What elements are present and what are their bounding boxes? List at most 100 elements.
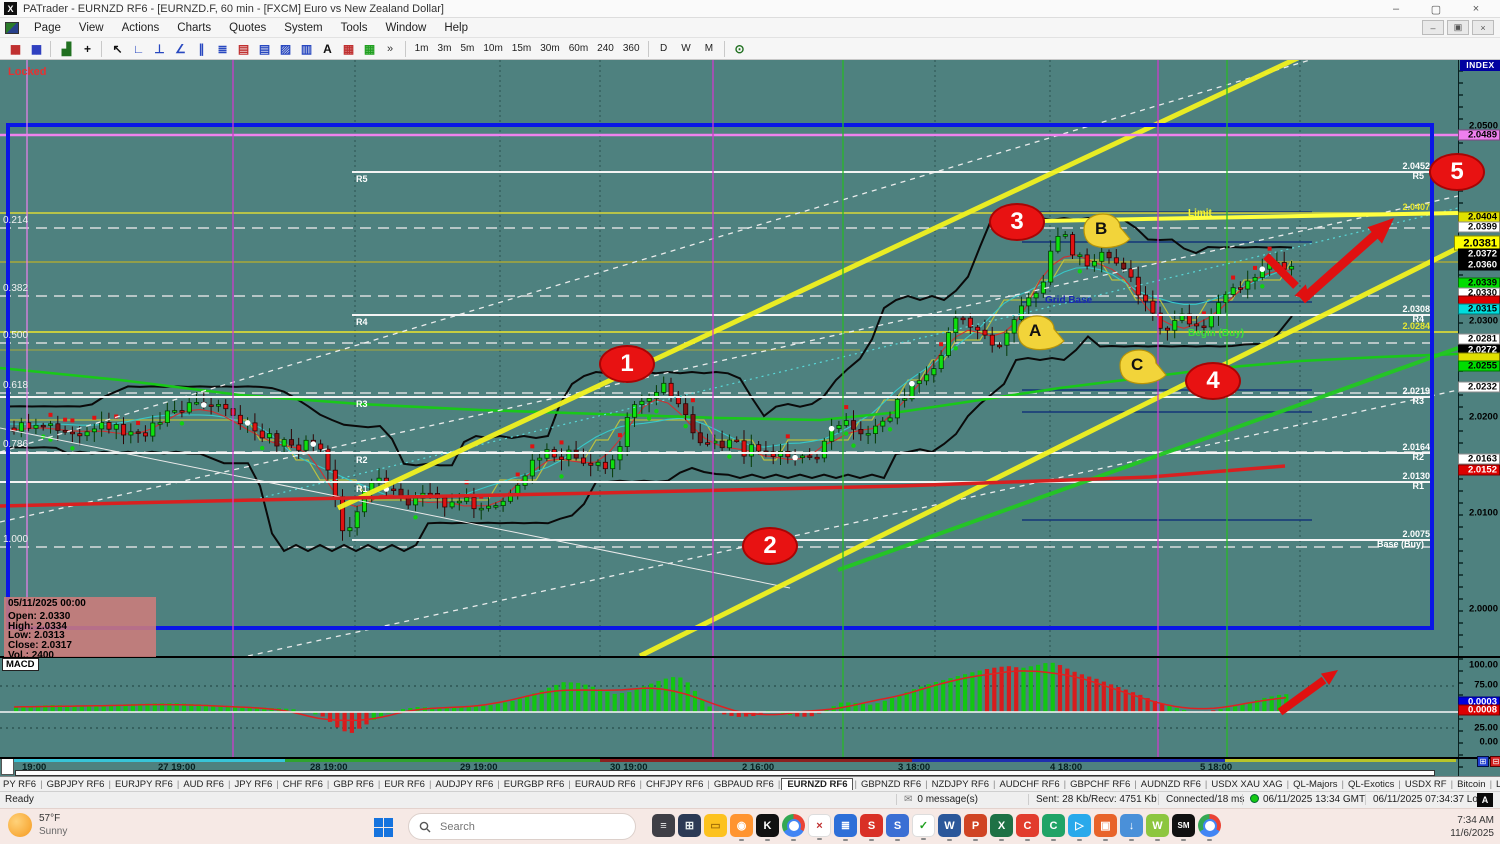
tab-bitcoin[interactable]: Bitcoin [1457, 778, 1486, 790]
tab-eurgbp-rf6[interactable]: EURGBP RF6 [503, 778, 565, 790]
taskbar-weather-widget[interactable]: 57°F Sunny [8, 812, 67, 838]
price-axis[interactable]: INDEX 2.0500 2.0489 2.0404 2.0399 2.0381 2.03… [1454, 60, 1500, 776]
taskbar-search[interactable] [408, 813, 636, 840]
timeframe-360-button[interactable]: 360 [622, 43, 640, 54]
hatch-tool-icon[interactable]: ▨ [279, 41, 291, 56]
timeframe-10m-button[interactable]: 10m [483, 43, 503, 54]
chart-type-icon[interactable]: ▟ [61, 41, 71, 56]
smr-app-icon[interactable]: SM [1172, 814, 1195, 841]
symbols-blue-icon[interactable]: ▮▮ [30, 41, 42, 56]
trendline-tool-icon[interactable]: ∠ [175, 41, 186, 56]
clock-icon[interactable]: ⊙ [734, 41, 745, 56]
timeframe-3m-button[interactable]: 3m [437, 43, 452, 54]
chart-region[interactable]: INDEX 2.0500 2.0489 2.0404 2.0399 2.0381 2.03… [0, 60, 1500, 776]
timeframe-5m-button[interactable]: 5m [460, 43, 475, 54]
taskbar-clock[interactable]: 7:34 AM 11/6/2025 [1450, 814, 1494, 840]
tab-ql-majors[interactable]: QL-Majors [1293, 778, 1338, 790]
telegram-icon[interactable]: ▷ [1068, 814, 1091, 841]
menu-page[interactable]: Page [34, 21, 61, 34]
avatar-orange-icon[interactable]: ◉ [730, 814, 753, 841]
toolbar-overflow-button[interactable]: » [387, 42, 394, 55]
fibonacci-tool-icon[interactable]: ≣ [217, 41, 227, 56]
period-m-button[interactable]: M [704, 43, 714, 54]
cut-app-icon[interactable]: × [808, 814, 831, 840]
powerpoint-app-icon[interactable]: P [964, 814, 987, 841]
status-app-icon[interactable]: A [1477, 793, 1493, 807]
minimize-button[interactable]: – [1392, 3, 1400, 15]
search-input[interactable] [438, 819, 598, 834]
zoom-in-button[interactable]: ⊞ [1477, 756, 1489, 767]
crosshair-icon[interactable]: + [83, 41, 91, 56]
calculator-icon[interactable]: ⊞ [678, 814, 701, 837]
tab-eurnzd-rf6[interactable]: EURNZD RF6 [781, 778, 854, 790]
grid-red-icon[interactable]: ▦ [342, 41, 354, 56]
tab-audchf-rf6[interactable]: AUDCHF RF6 [999, 778, 1060, 790]
tab-chfjpy-rf6[interactable]: CHFJPY RF6 [645, 778, 704, 790]
period-w-button[interactable]: W [681, 43, 691, 54]
tab-gbpaud-rf6[interactable]: GBPAUD RF6 [713, 778, 774, 790]
s-blue-app-icon[interactable]: S [886, 814, 909, 841]
pane-divider[interactable] [0, 656, 1500, 658]
chrome-icon[interactable] [782, 814, 805, 841]
child-close-button[interactable]: × [1472, 20, 1494, 35]
start-button[interactable] [372, 816, 394, 838]
close-button[interactable]: × [1472, 3, 1480, 15]
menu-charts[interactable]: Charts [177, 21, 212, 34]
tab-audjpy-rf6[interactable]: AUDJPY RF6 [435, 778, 494, 790]
crate-orange-icon[interactable]: ▣ [1094, 814, 1117, 841]
text-tool-icon[interactable]: A [323, 41, 332, 56]
hline-tool-icon[interactable]: ∟ [132, 41, 145, 56]
menu-tools[interactable]: Tools [340, 21, 368, 34]
maximize-button[interactable]: ▢ [1430, 3, 1442, 16]
timeframe-1m-button[interactable]: 1m [414, 43, 429, 54]
menu-system[interactable]: System [284, 21, 323, 34]
c-green-app-icon[interactable]: C [1042, 814, 1065, 841]
tab-usdx-xau-xag[interactable]: USDX XAU XAG [1211, 778, 1283, 790]
child-minimize-button[interactable]: – [1422, 20, 1444, 35]
s-red-app-icon[interactable]: S [860, 814, 883, 841]
tab-py-rf6[interactable]: PY RF6 [3, 778, 37, 790]
check-app-icon[interactable]: ✓ [912, 814, 935, 840]
tab-audnzd-rf6[interactable]: AUDNZD RF6 [1140, 778, 1201, 790]
period-d-button[interactable]: D [660, 43, 668, 54]
menu-view[interactable]: View [78, 21, 104, 34]
timeframe-30m-button[interactable]: 30m [540, 43, 560, 54]
install-blue-icon[interactable]: ↓ [1120, 814, 1143, 841]
notes-blue-icon[interactable]: ≣ [834, 814, 857, 841]
menu-window[interactable]: Window [385, 21, 427, 34]
vline-tool-icon[interactable]: ⊥ [154, 41, 164, 56]
timeframe-60m-button[interactable]: 60m [568, 43, 589, 54]
menu-actions[interactable]: Actions [121, 21, 160, 34]
symbols-red-icon[interactable]: ▮▮ [9, 41, 21, 56]
menu-help[interactable]: Help [444, 21, 469, 34]
grid-green-icon[interactable]: ▦ [363, 41, 375, 56]
horizontal-scrollbar[interactable] [15, 770, 1435, 776]
zoom-out-button[interactable]: ⊟ [1490, 756, 1500, 767]
tab-eur-rf6[interactable]: EUR RF6 [384, 778, 425, 790]
child-restore-button[interactable]: ▣ [1447, 20, 1469, 35]
c-red-app-icon[interactable]: C [1016, 814, 1039, 841]
k-app-icon[interactable]: K [756, 814, 779, 841]
tab-aud-rf6[interactable]: AUD RF6 [183, 778, 224, 790]
file-explorer-icon[interactable]: ▭ [704, 814, 727, 837]
w-green-icon[interactable]: W [1146, 814, 1169, 841]
tab-lyte[interactable]: Lyte [1493, 779, 1500, 790]
levels-red-icon[interactable]: ▤ [237, 41, 249, 56]
word-app-icon[interactable]: W [938, 814, 961, 841]
tab-jpy-rf6[interactable]: JPY RF6 [234, 778, 273, 790]
tab-eurjpy-rf6[interactable]: EURJPY RF6 [114, 778, 173, 790]
tab-gbpjpy-rf6[interactable]: GBPJPY RF6 [46, 778, 105, 790]
price-chart-canvas[interactable] [0, 60, 1458, 776]
channel-tool-icon[interactable]: ∥ [198, 41, 205, 56]
excel-app-icon[interactable]: X [990, 814, 1013, 841]
tab-euraud-rf6[interactable]: EURAUD RF6 [574, 778, 636, 790]
menu-quotes[interactable]: Quotes [229, 21, 267, 34]
timeframe-15m-button[interactable]: 15m [511, 43, 532, 54]
tab-nzdjpy-rf6[interactable]: NZDJPY RF6 [931, 778, 989, 790]
hscroll-left-notch[interactable] [1, 757, 14, 775]
macd-indicator-label[interactable]: MACD [2, 658, 39, 671]
chrome-icon[interactable] [1198, 814, 1221, 841]
tab-gbp-rf6[interactable]: GBP RF6 [333, 778, 374, 790]
cursor-icon[interactable]: ↖ [112, 41, 122, 56]
timeframe-240-button[interactable]: 240 [597, 43, 614, 54]
